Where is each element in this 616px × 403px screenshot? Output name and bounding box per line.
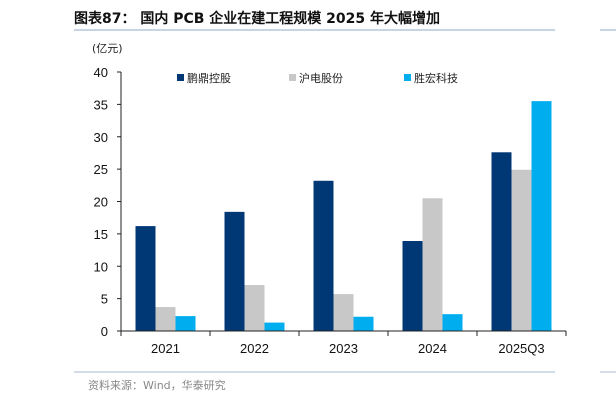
chart-title: 图表87： 国内 PCB 企业在建工程规模 2025 年大幅增加	[74, 10, 440, 27]
bar-2025Q3-鹏鼎控股	[491, 152, 512, 331]
bar-2021-沪电股份	[155, 307, 176, 331]
bar-2025Q3-沪电股份	[511, 169, 532, 331]
y-tick-label: 0	[101, 324, 108, 339]
bar-2023-胜宏科技	[353, 316, 374, 331]
bar-2025Q3-胜宏科技	[531, 101, 552, 331]
y-tick-label: 25	[94, 162, 108, 177]
legend-label: 鹏鼎控股	[187, 71, 231, 85]
x-tick-label: 2022	[240, 341, 269, 356]
axes: 0 5 10 15 20 25 30 35 40 2021 2022 2023 2024 2025Q3	[94, 65, 567, 356]
bar-2024-胜宏科技	[442, 314, 463, 331]
bar-2022-胜宏科技	[264, 322, 285, 331]
y-tick-label: 40	[94, 65, 108, 80]
x-tick-label: 2021	[151, 341, 180, 356]
legend-swatch	[404, 74, 411, 81]
legend-swatch	[177, 74, 184, 81]
x-tick-label: 2024	[418, 341, 447, 356]
y-axis-unit: (亿元)	[92, 42, 123, 55]
legend-label: 胜宏科技	[414, 71, 458, 85]
bar-2022-鹏鼎控股	[224, 211, 245, 331]
bar-2023-鹏鼎控股	[313, 180, 334, 331]
bar-2022-沪电股份	[244, 285, 265, 331]
y-tick-label: 30	[94, 130, 108, 145]
bars	[135, 101, 552, 331]
legend-label: 沪电股份	[299, 71, 343, 85]
x-tick-label: 2023	[329, 341, 358, 356]
bar-2021-鹏鼎控股	[135, 226, 156, 331]
y-tick-label: 5	[101, 292, 108, 307]
bar-2021-胜宏科技	[175, 316, 196, 331]
bar-2024-沪电股份	[422, 198, 443, 331]
y-tick-label: 15	[94, 227, 108, 242]
x-tick-label: 2025Q3	[498, 341, 544, 356]
y-tick-label: 10	[94, 259, 108, 274]
bar-2023-沪电股份	[333, 294, 354, 331]
bar-2024-鹏鼎控股	[402, 240, 423, 331]
source-note: 资料来源：Wind，华泰研究	[88, 378, 226, 392]
y-tick-label: 35	[94, 97, 108, 112]
legend: 鹏鼎控股 沪电股份 胜宏科技	[177, 71, 458, 85]
y-tick-label: 20	[94, 195, 108, 210]
legend-swatch	[289, 74, 296, 81]
